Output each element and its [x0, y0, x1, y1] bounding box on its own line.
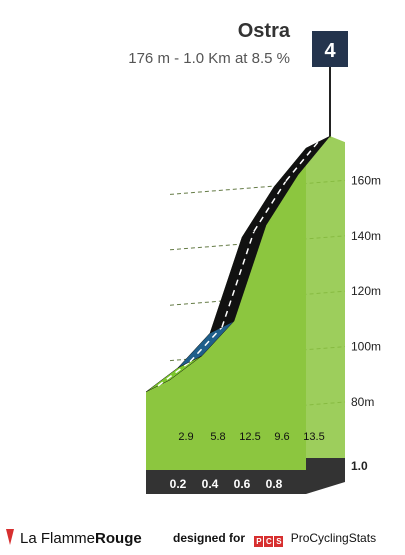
flame-logo-icon — [6, 529, 14, 545]
distance-label-0.8: 0.8 — [266, 477, 283, 491]
distance-label-0.2: 0.2 — [170, 477, 187, 491]
y-tick-label-100: 100m — [351, 340, 381, 354]
brand-name-bold: Rouge — [95, 530, 142, 547]
axis-labels: 80m 100m 120m 140m 160m 0.2 0.4 0.6 0.8 1.0 — [170, 173, 381, 491]
gradient-label-0: 2.9 — [178, 431, 193, 443]
gradient-label-2: 12.5 — [239, 431, 260, 443]
y-tick-label-80: 80m — [351, 395, 374, 409]
gradient-label-3: 9.6 — [274, 431, 289, 443]
profile-area — [146, 136, 345, 494]
pcs-box-p: P — [254, 536, 264, 547]
gridline-160 — [169, 179, 346, 195]
road-centerline-0 — [157, 361, 191, 387]
pcs-name: ProCyclingStats — [290, 531, 377, 545]
distance-label-end: 1.0 — [351, 459, 368, 473]
road-segments — [145, 135, 331, 393]
brand-logo: La FlammeRouge — [4, 529, 142, 547]
road-centerline-4 — [285, 141, 319, 182]
distance-label-0.4: 0.4 — [202, 477, 219, 491]
designed-for-text: designed for — [173, 531, 246, 545]
road-centerline-2 — [221, 231, 255, 328]
pcs-box-s: S — [274, 536, 284, 547]
pcs-box-c: C — [264, 536, 274, 547]
profile-area-back — [170, 136, 345, 458]
road-centerline-1 — [189, 326, 223, 363]
gradient-label-4: 13.5 — [303, 431, 324, 443]
road-centerline-3 — [253, 180, 287, 232]
climb-subtitle: 176 m - 1.0 Km at 8.5 % — [128, 50, 290, 67]
gradient-label-1: 5.8 — [210, 431, 225, 443]
distance-base-strip — [146, 470, 306, 494]
gradient-labels: 2.9 5.8 12.5 9.6 13.5 — [178, 431, 324, 443]
category-number: 4 — [324, 40, 336, 62]
distance-label-0.6: 0.6 — [234, 477, 251, 491]
category-badge — [312, 31, 348, 67]
y-tick-label-140: 140m — [351, 229, 381, 243]
climb-title: Ostra — [237, 20, 290, 42]
y-tick-label-160: 160m — [351, 173, 381, 187]
elevation-profile-chart: 4 2.9 5.8 12.5 9.6 13.5 80m 100m 120m 140m 160m 0… — [145, 31, 381, 494]
brand-name-prefix: La Flamme — [20, 530, 96, 547]
y-tick-label-120: 120m — [351, 284, 381, 298]
